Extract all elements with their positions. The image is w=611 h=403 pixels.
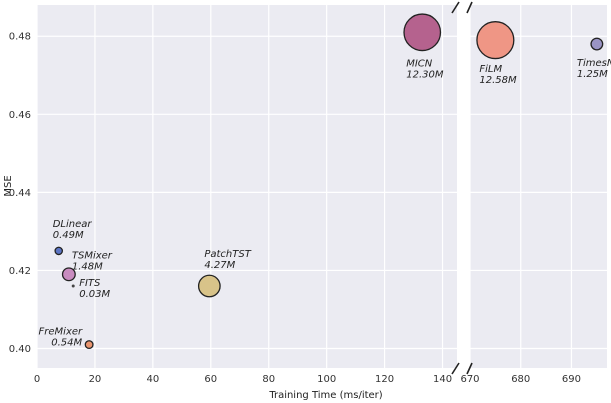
x-tick-label: 100 [317, 374, 336, 385]
point-label-name: MICN [406, 58, 433, 69]
point-timesnet [590, 37, 604, 51]
point-label-params: 0.54M [51, 338, 82, 349]
point-label-params: 12.58M [479, 75, 517, 86]
x-tick-label: 690 [562, 374, 581, 385]
point-label-params: 0.49M [53, 230, 84, 241]
x-tick-label: 40 [146, 374, 159, 385]
point-patchtst [197, 274, 221, 298]
axis-break-mark [451, 362, 460, 375]
point-fremixer [84, 340, 94, 350]
axis-break-mark [451, 1, 460, 14]
axis-break-mark [466, 362, 473, 375]
x-tick-label: 680 [511, 374, 530, 385]
plot-panel-1 [37, 5, 457, 368]
y-tick-label: 0.40 [9, 344, 31, 355]
point-label-name: FITS [79, 278, 101, 289]
point-dlinear [54, 246, 64, 256]
x-tick-label: 120 [375, 374, 394, 385]
point-label-params: 1.25M [577, 69, 608, 80]
point-label-name: FreMixer [39, 327, 83, 338]
point-label-params: 4.27M [204, 260, 235, 271]
y-tick-label: 0.44 [9, 188, 31, 199]
axis-break-mark [466, 1, 473, 14]
point-tsmixer [61, 267, 76, 282]
point-label-params: 1.48M [72, 261, 103, 272]
point-label-params: 12.30M [406, 69, 444, 80]
point-label-name: TimesNet [577, 58, 611, 69]
point-label-name: FiLM [479, 64, 502, 75]
x-tick-label: 670 [460, 374, 479, 385]
x-tick-label: 80 [262, 374, 275, 385]
y-tick-label: 0.46 [9, 110, 31, 121]
point-micn [403, 13, 442, 52]
point-label-params: 0.03M [79, 289, 110, 300]
y-tick-label: 0.42 [9, 266, 31, 277]
x-tick-label: 140 [433, 374, 452, 385]
plot-panel-2 [470, 5, 607, 368]
x-tick-label: 20 [89, 374, 102, 385]
point-fits [71, 284, 75, 288]
point-label-name: TSMixer [72, 250, 113, 261]
point-film [476, 21, 515, 60]
y-axis-label: MSE [3, 175, 14, 196]
x-axis-label: Training Time (ms/iter) [268, 390, 382, 401]
point-label-name: DLinear [53, 219, 93, 230]
x-tick-label: 60 [204, 374, 217, 385]
y-tick-label: 0.48 [9, 32, 31, 43]
point-label-name: PatchTST [204, 249, 251, 260]
x-tick-label: 0 [34, 374, 40, 385]
